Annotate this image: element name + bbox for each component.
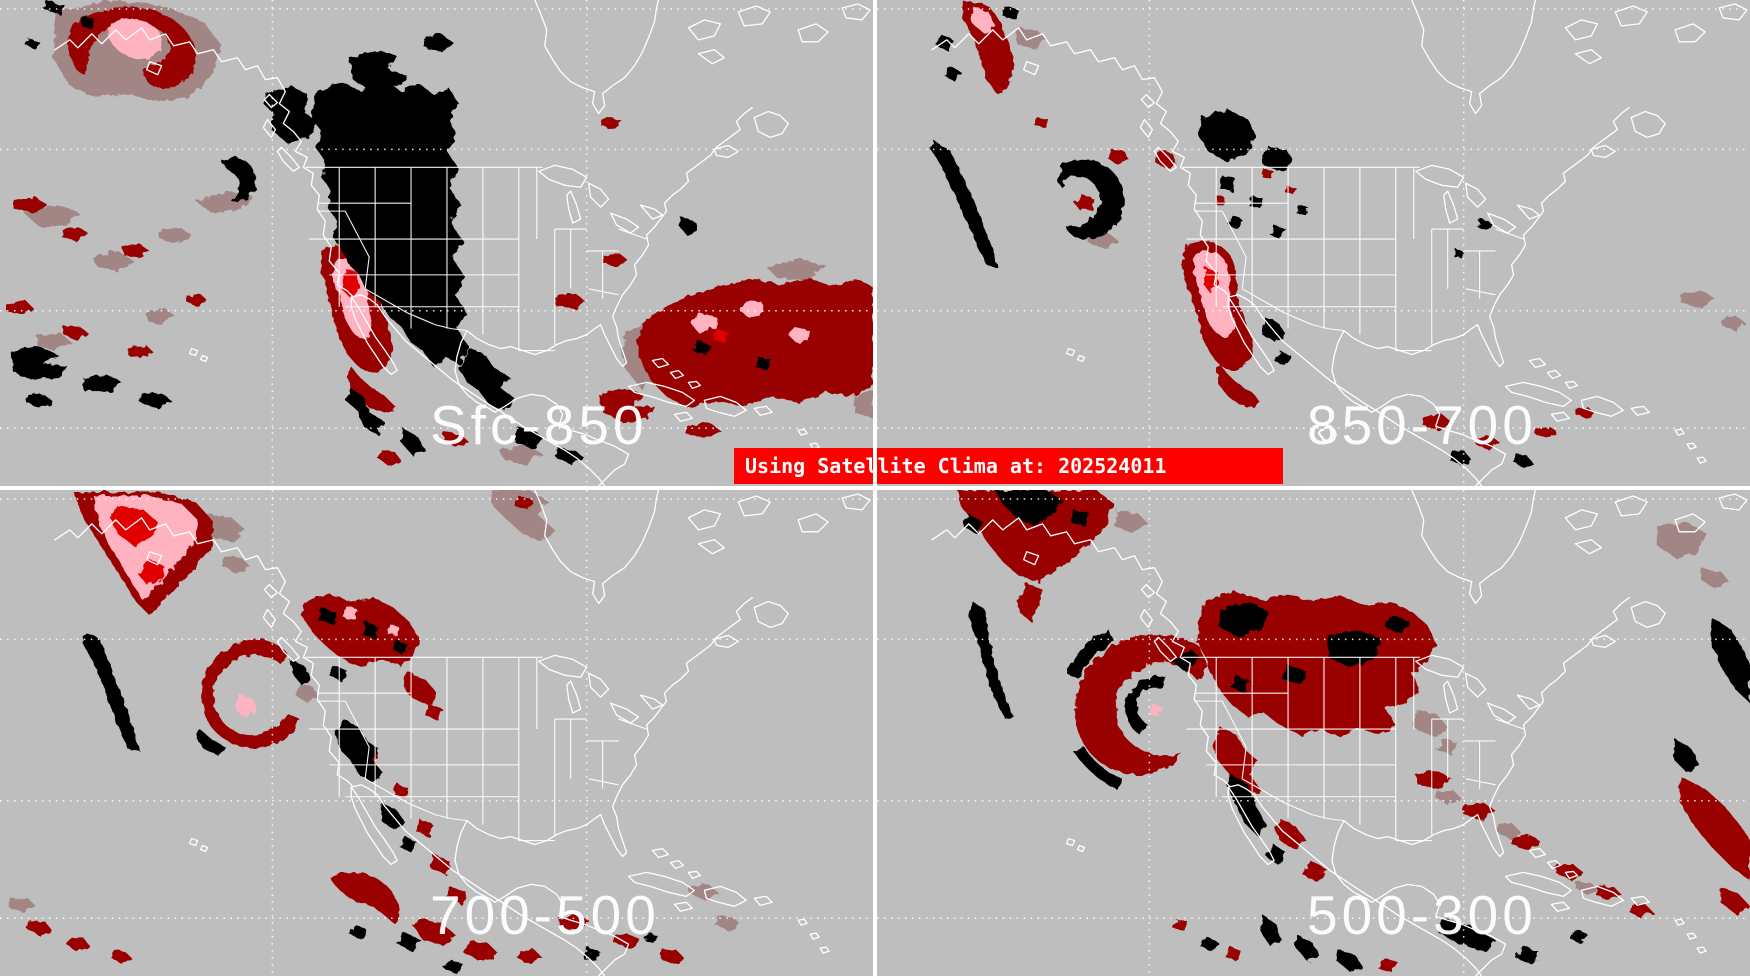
layer-label-500-300: 500-300 [1307, 884, 1537, 946]
panel-sfc-850: Sfc-850 [0, 0, 873, 486]
vertical-panel-divider [873, 0, 877, 976]
layer-label-850-700: 850-700 [1307, 394, 1537, 456]
layer-label-700-500: 700-500 [430, 884, 660, 946]
panel-500-300: 500-300 [877, 490, 1750, 976]
status-banner-text: Using Satellite Clima at: 202524011 [745, 454, 1167, 478]
layer-label-sfc-850: Sfc-850 [430, 394, 648, 456]
panel-700-500: 700-500 [0, 490, 873, 976]
status-banner: Using Satellite Clima at: 202524011 [734, 448, 1283, 484]
panel-850-700: 850-700 [877, 0, 1750, 486]
